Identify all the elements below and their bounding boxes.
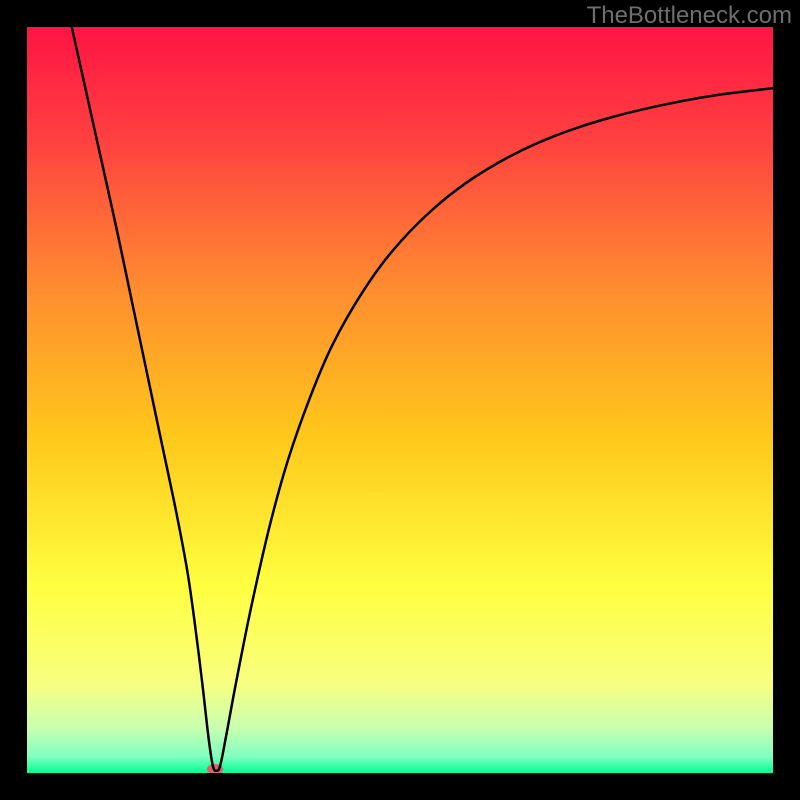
plot-background <box>27 27 773 773</box>
chart-container: { "watermark": { "text": "TheBottleneck.… <box>0 0 800 800</box>
bottleneck-curve-chart <box>27 27 773 773</box>
watermark-text: TheBottleneck.com <box>587 2 792 30</box>
